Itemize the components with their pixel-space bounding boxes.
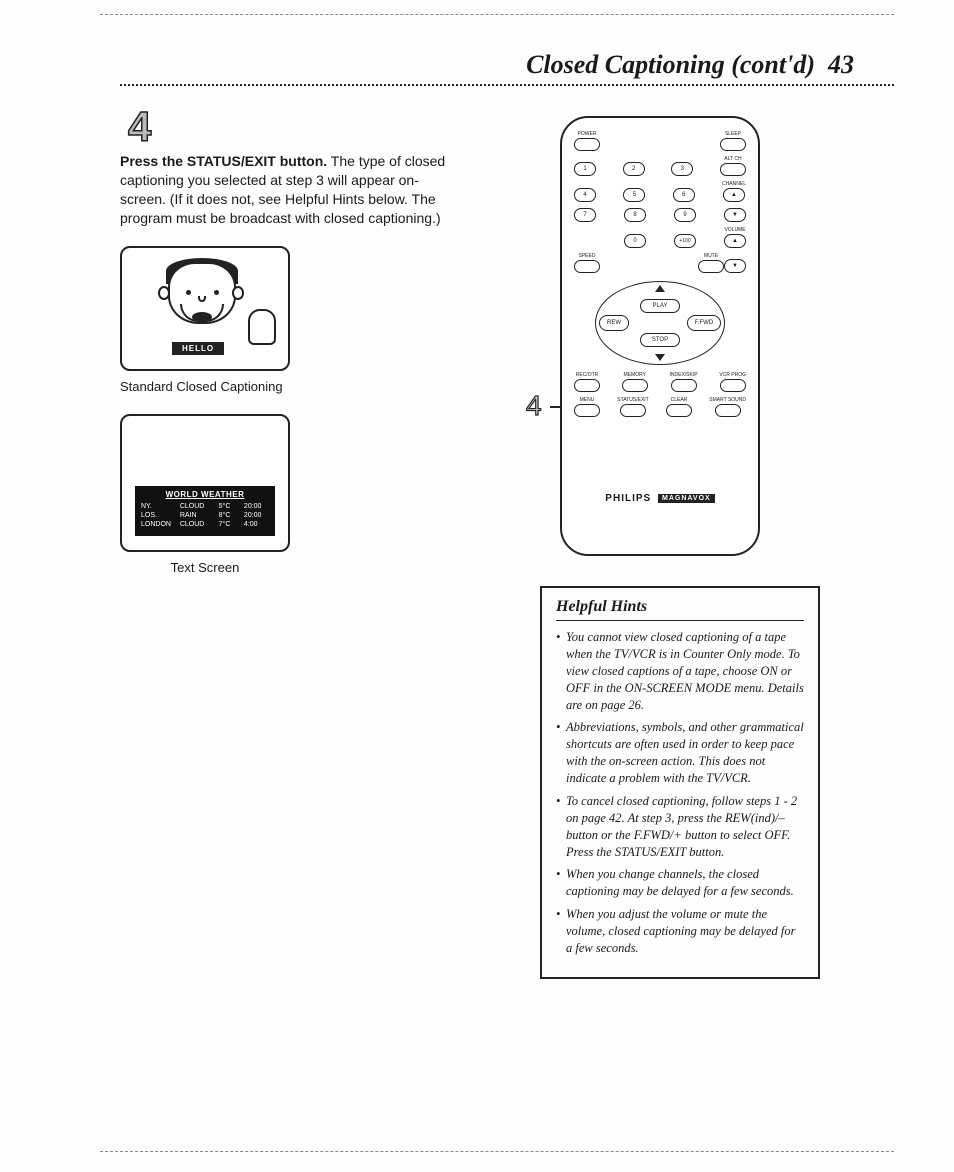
hint-item: You cannot view closed captioning of a t… — [556, 629, 804, 713]
vol-label: VOLUME — [724, 228, 745, 233]
cell: CLOUD — [180, 520, 213, 529]
title-text: Closed Captioning (cont'd) — [526, 50, 815, 79]
sleep-button — [720, 138, 746, 151]
weather-block: WORLD WEATHER NY. CLOUD 5°C 20:00 LOS. R… — [135, 486, 275, 535]
cell: LOS. — [141, 511, 174, 520]
cell: 20:00 — [244, 511, 269, 520]
fig1-caption: Standard Closed Captioning — [120, 379, 460, 394]
weather-title: WORLD WEATHER — [141, 490, 269, 499]
nav-pad: REW F.FWD PLAY STOP — [595, 281, 725, 365]
status-label: STATUS/EXIT — [617, 398, 648, 403]
altch-button — [720, 163, 746, 176]
hint-item: Abbreviations, symbols, and other gramma… — [556, 719, 804, 787]
brand: PHILIPS MAGNAVOX — [562, 493, 758, 504]
helpful-hints-box: Helpful Hints You cannot view closed cap… — [540, 586, 820, 979]
chan-down: ▼ — [724, 208, 746, 222]
right-column: 4 POWER SLEEP 1 2 3 ALT CH 4 5 6 — [500, 106, 894, 979]
digit-8: 8 — [624, 208, 646, 222]
vol-up: ▲ — [724, 234, 746, 248]
dotted-rule — [120, 84, 894, 86]
cartoon-illustration: HELLO — [128, 254, 282, 363]
hint-item: When you adjust the volume or mute the v… — [556, 906, 804, 957]
bottom-rule — [100, 1151, 894, 1152]
digit-5: 5 — [623, 188, 645, 202]
cell: NY. — [141, 502, 174, 511]
play-button: PLAY — [640, 299, 680, 313]
sleep-label: SLEEP — [725, 132, 741, 137]
figure-text-screen: WORLD WEATHER NY. CLOUD 5°C 20:00 LOS. R… — [120, 414, 290, 552]
clear-label: CLEAR — [671, 398, 688, 403]
digit-9: 9 — [674, 208, 696, 222]
top-rule — [100, 14, 894, 15]
memory-button — [622, 379, 648, 392]
cell: LONDON — [141, 520, 174, 529]
figure-standard-cc: HELLO — [120, 246, 290, 371]
cell: CLOUD — [180, 502, 213, 511]
index-button — [671, 379, 697, 392]
digit-2: 2 — [623, 162, 645, 176]
digit-0: 0 — [624, 234, 646, 248]
step-number: 4 — [128, 106, 460, 148]
brand-sub: MAGNAVOX — [658, 494, 715, 503]
smart-label: SMART SOUND — [709, 398, 746, 403]
digit-4: 4 — [574, 188, 596, 202]
page-number: 43 — [828, 50, 854, 79]
digit-3: 3 — [671, 162, 693, 176]
power-label: POWER — [578, 132, 597, 137]
weather-row-1: LOS. RAIN 8°C 20:00 — [141, 511, 269, 520]
digit-6: 6 — [673, 188, 695, 202]
hello-label: HELLO — [172, 342, 224, 355]
cell: 4:00 — [244, 520, 269, 529]
rew-button: REW — [599, 315, 629, 331]
fig2-caption: Text Screen — [120, 560, 290, 575]
digit-1: 1 — [574, 162, 596, 176]
left-column: 4 Press the STATUS/EXIT button. The type… — [120, 106, 460, 979]
menu-label: MENU — [580, 398, 595, 403]
vol-down: ▼ — [724, 259, 746, 273]
page-title: Closed Captioning (cont'd) 43 — [120, 50, 894, 80]
plus100: +100 — [674, 234, 696, 248]
hint-item: To cancel closed captioning, follow step… — [556, 793, 804, 861]
recotr-button — [574, 379, 600, 392]
chan-label: CHANNEL — [722, 182, 746, 187]
menu-button — [574, 404, 600, 417]
stop-button: STOP — [640, 333, 680, 347]
cell: 8°C — [219, 511, 238, 520]
smart-button — [715, 404, 741, 417]
brand-text: PHILIPS — [605, 493, 651, 504]
index-label: INDEX/SKIP — [670, 373, 698, 378]
step-lead: Press the STATUS/EXIT button. — [120, 153, 327, 169]
status-exit-button — [620, 404, 646, 417]
mute-button — [698, 260, 724, 273]
clear-button — [666, 404, 692, 417]
weather-row-0: NY. CLOUD 5°C 20:00 — [141, 502, 269, 511]
vcrprog-label: VCR PROG — [719, 373, 746, 378]
hints-list: You cannot view closed captioning of a t… — [556, 629, 804, 957]
cell: 7°C — [219, 520, 238, 529]
cell: RAIN — [180, 511, 213, 520]
recotr-label: REC/OTR — [576, 373, 599, 378]
callout-number: 4 — [526, 390, 542, 422]
remote-illustration: POWER SLEEP 1 2 3 ALT CH 4 5 6 CHANNEL▲ — [560, 116, 760, 556]
hints-title: Helpful Hints — [556, 598, 804, 621]
weather-row-2: LONDON CLOUD 7°C 4:00 — [141, 520, 269, 529]
ffwd-button: F.FWD — [687, 315, 721, 331]
cell: 5°C — [219, 502, 238, 511]
digit-7: 7 — [574, 208, 596, 222]
cell: 20:00 — [244, 502, 269, 511]
altch-label: ALT CH — [724, 157, 741, 162]
vcrprog-button — [720, 379, 746, 392]
power-button — [574, 138, 600, 151]
step-text: Press the STATUS/EXIT button. The type o… — [120, 152, 460, 228]
memory-label: MEMORY — [624, 373, 646, 378]
speed-button — [574, 260, 600, 273]
chan-up: ▲ — [723, 188, 745, 202]
mute-label: MUTE — [704, 254, 718, 259]
hint-item: When you change channels, the closed cap… — [556, 866, 804, 900]
speed-label: SPEED — [579, 254, 596, 259]
